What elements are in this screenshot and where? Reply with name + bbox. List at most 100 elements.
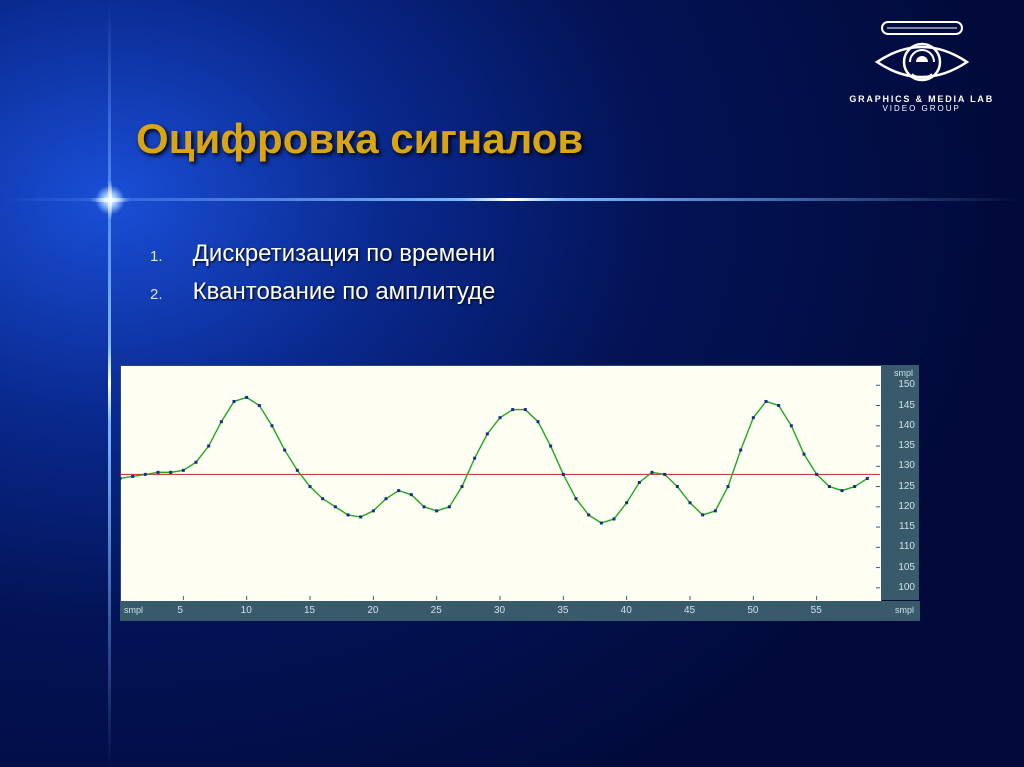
sample-marker: [461, 485, 464, 488]
sample-marker: [600, 522, 603, 525]
logo-line2: VIDEO GROUP: [849, 104, 994, 113]
x-tick-label: 50: [747, 605, 758, 616]
sample-marker: [815, 473, 818, 476]
x-tick-label: 55: [811, 605, 822, 616]
sample-marker: [309, 485, 312, 488]
sample-marker: [841, 489, 844, 492]
list-number: 1.: [150, 248, 186, 265]
sample-marker: [549, 445, 552, 448]
sample-marker: [499, 416, 502, 419]
sample-marker: [575, 497, 578, 500]
sample-marker: [562, 473, 565, 476]
sample-marker: [182, 469, 185, 472]
x-tick-label: 30: [494, 605, 505, 616]
x-tick-label: 20: [367, 605, 378, 616]
list-text: Квантование по амплитуде: [193, 278, 496, 305]
x-tick-label: 15: [304, 605, 315, 616]
x-tick-label: 25: [431, 605, 442, 616]
sample-marker: [473, 457, 476, 460]
y-tick-label: 140: [898, 420, 915, 431]
sample-marker: [195, 461, 198, 464]
sample-marker: [359, 515, 362, 518]
sample-marker: [701, 513, 704, 516]
y-tick-label: 145: [898, 400, 915, 411]
slide-title: Оцифровка сигналов: [136, 115, 583, 163]
sample-marker: [372, 509, 375, 512]
y-tick-label: 135: [898, 440, 915, 451]
flare-horizontal: [0, 198, 1024, 201]
sample-marker: [397, 489, 400, 492]
sample-marker: [169, 471, 172, 474]
y-tick-label: 130: [898, 460, 915, 471]
sample-marker: [321, 497, 324, 500]
sample-marker: [347, 513, 350, 516]
sample-marker: [752, 416, 755, 419]
sample-marker: [853, 485, 856, 488]
sample-marker: [714, 509, 717, 512]
x-tick-label: 10: [241, 605, 252, 616]
sample-marker: [777, 404, 780, 407]
sample-marker: [727, 485, 730, 488]
x-axis-unit-left: smpl: [124, 605, 143, 615]
list-number: 2.: [150, 286, 186, 303]
y-axis-unit: smpl: [894, 368, 913, 378]
sample-marker: [676, 485, 679, 488]
sample-marker: [435, 509, 438, 512]
sample-marker: [828, 485, 831, 488]
sample-marker: [613, 517, 616, 520]
sample-marker: [233, 400, 236, 403]
x-tick-label: 35: [557, 605, 568, 616]
sample-marker: [866, 477, 869, 480]
y-tick-label: 125: [898, 481, 915, 492]
sample-marker: [410, 493, 413, 496]
list-text: Дискретизация по времени: [193, 240, 496, 267]
sample-marker: [296, 469, 299, 472]
x-tick-label: 5: [177, 605, 183, 616]
sample-marker: [625, 501, 628, 504]
sample-marker: [207, 445, 210, 448]
sample-marker: [663, 473, 666, 476]
sample-marker: [157, 471, 160, 474]
sample-marker: [486, 432, 489, 435]
lab-logo: GRAPHICS & MEDIA LAB VIDEO GROUP: [849, 20, 994, 113]
signal-chart: smpl 100105110115120125130135140145150 s…: [120, 365, 920, 625]
sample-marker: [537, 420, 540, 423]
y-tick-label: 150: [898, 379, 915, 390]
sample-marker: [120, 477, 122, 480]
sample-marker: [638, 481, 641, 484]
sample-marker: [803, 453, 806, 456]
plot-svg: [120, 365, 880, 600]
list-item: 2. Квантование по амплитуде: [150, 278, 495, 306]
sample-marker: [423, 505, 426, 508]
flare-star: [96, 186, 124, 214]
y-tick-label: 100: [898, 582, 915, 593]
x-tick-label: 40: [621, 605, 632, 616]
sample-marker: [790, 424, 793, 427]
signal-line: [120, 397, 867, 523]
sample-marker: [245, 396, 248, 399]
sample-marker: [739, 449, 742, 452]
logo-line1: GRAPHICS & MEDIA LAB: [849, 94, 994, 104]
sample-marker: [131, 475, 134, 478]
y-tick-label: 120: [898, 501, 915, 512]
sample-marker: [258, 404, 261, 407]
y-tick-label: 110: [899, 541, 915, 552]
flare-vertical: [108, 0, 111, 767]
sample-marker: [765, 400, 768, 403]
bullet-list: 1. Дискретизация по времени 2. Квантован…: [150, 240, 495, 316]
sample-marker: [448, 505, 451, 508]
x-axis: smpl smpl 5 10 15 20 25 30 35 40 45 50 55: [120, 601, 920, 621]
eye-icon: [872, 20, 972, 90]
list-item: 1. Дискретизация по времени: [150, 240, 495, 268]
sample-marker: [271, 424, 274, 427]
y-tick-label: 105: [898, 562, 915, 573]
sample-marker: [385, 497, 388, 500]
y-tick-label: 115: [899, 521, 915, 532]
x-axis-unit-right: smpl: [895, 605, 914, 615]
sample-marker: [587, 513, 590, 516]
sample-marker: [524, 408, 527, 411]
sample-marker: [689, 501, 692, 504]
x-tick-label: 45: [684, 605, 695, 616]
sample-marker: [220, 420, 223, 423]
sample-marker: [283, 449, 286, 452]
